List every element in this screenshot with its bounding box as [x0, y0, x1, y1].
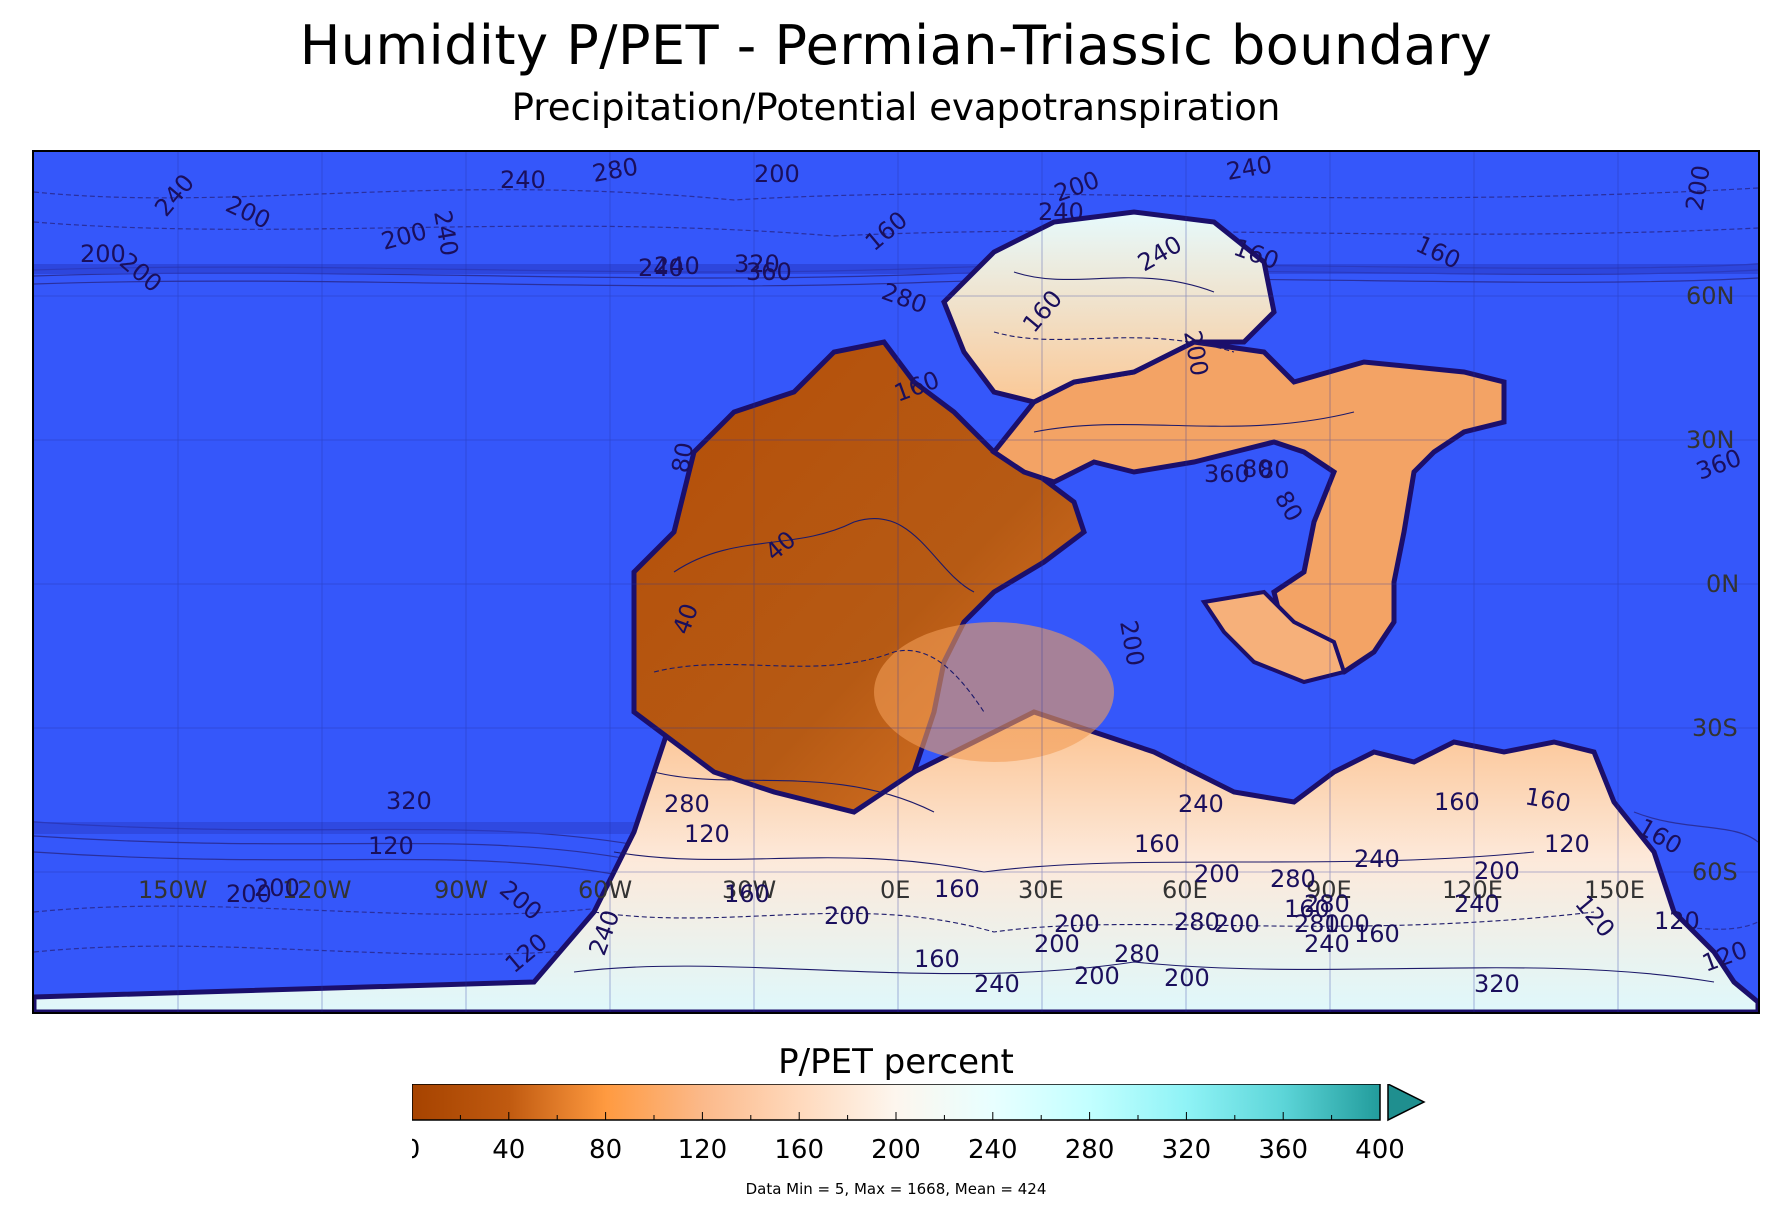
lon-label-30w: 30W: [722, 876, 776, 904]
contour-label: 160: [1134, 830, 1180, 858]
contour-label: 160: [1434, 788, 1480, 816]
contour-label: 320: [1474, 970, 1520, 998]
colorbar-title: P/PET percent: [778, 1042, 1014, 1082]
contour-label: 120: [368, 832, 414, 860]
arid-core: [631, 339, 1087, 815]
contour-label: 360: [746, 258, 792, 286]
lon-label-150e: 150E: [1584, 876, 1645, 904]
colorbar-extend-arrow: [1387, 1082, 1426, 1122]
contour-label: 240: [1354, 845, 1400, 873]
contour-label: 200: [1074, 962, 1120, 990]
contour-label: 280: [1294, 910, 1340, 938]
colorbar-tick-label: 200: [871, 1135, 921, 1165]
contour-label: 240: [1038, 198, 1084, 226]
contour-label: 280: [1270, 865, 1316, 893]
contour-label: 120: [1654, 907, 1700, 935]
contour-label: 240: [1178, 790, 1224, 818]
colorbar-tick-label: 120: [678, 1135, 728, 1165]
lon-label-120e: 120E: [1442, 876, 1503, 904]
lon-label-30e: 30E: [1018, 876, 1064, 904]
contour-label: 240: [654, 252, 700, 280]
map-subtitle: Precipitation/Potential evapotranspirati…: [511, 86, 1281, 129]
contour-label: 80: [1242, 455, 1273, 483]
contour-label: 200: [1164, 964, 1210, 992]
contour-label: 280: [1304, 890, 1350, 918]
contour-label: 280: [1174, 908, 1220, 936]
contour-label: 200: [1054, 910, 1100, 938]
contour-label: 240: [638, 254, 684, 282]
colorbar-tick-label: 360: [1258, 1135, 1308, 1165]
lat-label-0n: 0N: [1706, 570, 1739, 598]
contour-label: 240: [1304, 930, 1350, 958]
northern-landmass: [941, 209, 1277, 405]
colorbar-tick-label: 160: [774, 1135, 824, 1165]
contour-label: 280: [1114, 940, 1160, 968]
contour-label: 160: [914, 945, 960, 973]
contour-label: 360: [1204, 460, 1250, 488]
land-contours: [573, 271, 1715, 983]
contour-label: 200: [80, 240, 126, 268]
lon-label-90w: 90W: [434, 876, 488, 904]
contour-label: 240: [974, 970, 1020, 998]
lat-label-60s: 60S: [1692, 858, 1738, 886]
contour-label: 280: [664, 790, 710, 818]
lat-label-30s: 30S: [1692, 714, 1738, 742]
contour-label: 160: [934, 875, 980, 903]
graticule: [34, 152, 1758, 1012]
colorbar-tick-label: 320: [1162, 1135, 1212, 1165]
longitude-labels: 150W 120W 90W 60W 30W 0E 30E 60E 90E 120…: [138, 876, 1645, 904]
colorbar-tick-label: 0: [412, 1135, 420, 1165]
contour-label: 320: [734, 250, 780, 278]
colorbar-tick-label: 40: [492, 1135, 525, 1165]
tethys-peninsula: [1200, 589, 1347, 685]
contour-label: 200: [1474, 857, 1520, 885]
latitude-labels: 60N 30N 0N 30S 60S: [1686, 282, 1739, 886]
contour-label: 200: [1194, 860, 1240, 888]
map-title: Humidity P/PET - Permian-Triassic bounda…: [299, 14, 1493, 77]
colorbar-tick-label: 240: [968, 1135, 1018, 1165]
contour-label: 200: [1034, 930, 1080, 958]
central-transition-zone: [874, 622, 1114, 762]
contour-label: 200: [1214, 910, 1260, 938]
contour-label: 240: [500, 166, 546, 194]
contour-label: 200: [824, 902, 870, 930]
colorbar-tick-label: 280: [1065, 1135, 1115, 1165]
contour-label: 160: [724, 880, 770, 908]
data-stats: Data Min = 5, Max = 1668, Mean = 424: [745, 1180, 1047, 1198]
lat-label-30n: 30N: [1686, 426, 1735, 454]
contour-label: 200: [226, 880, 272, 908]
contour-label: 200: [254, 874, 300, 902]
southern-landmass: [34, 704, 1758, 1012]
contour-label: 80: [1259, 456, 1290, 484]
colorbar-tick-label: 400: [1355, 1135, 1405, 1165]
lon-label-60e: 60E: [1162, 876, 1208, 904]
contour-label: 160: [1284, 895, 1330, 923]
contour-label: 80: [666, 440, 699, 475]
contour-label: 160: [1354, 920, 1400, 948]
lat-label-60n: 60N: [1686, 282, 1735, 310]
contour-label: 100: [1324, 910, 1370, 938]
contour-label: 200: [754, 160, 800, 188]
lon-label-120w: 120W: [282, 876, 352, 904]
lon-label-60w: 60W: [578, 876, 632, 904]
humidity-map: 60N 30N 0N 30S 60S 150W 120W 90W 60W 30W…: [32, 150, 1760, 1014]
south-ocean-band: [34, 822, 674, 834]
contour-label: 120: [684, 820, 730, 848]
colorbar-ticks: 0 40 80 120 160 200 240 280 320 360 400: [404, 1112, 1405, 1165]
contour-label: 120: [1544, 830, 1590, 858]
contour-label: 240: [1454, 890, 1500, 918]
contour-label: 320: [386, 787, 432, 815]
colorbar: 0 40 80 120 160 200 240 280 320 360 400: [404, 1082, 1428, 1188]
lon-label-150w: 150W: [138, 876, 208, 904]
colorbar-tick-label: 80: [589, 1135, 622, 1165]
lon-label-0e: 0E: [880, 876, 910, 904]
lon-label-90e: 90E: [1306, 876, 1352, 904]
north-ocean-band: [34, 264, 1758, 274]
